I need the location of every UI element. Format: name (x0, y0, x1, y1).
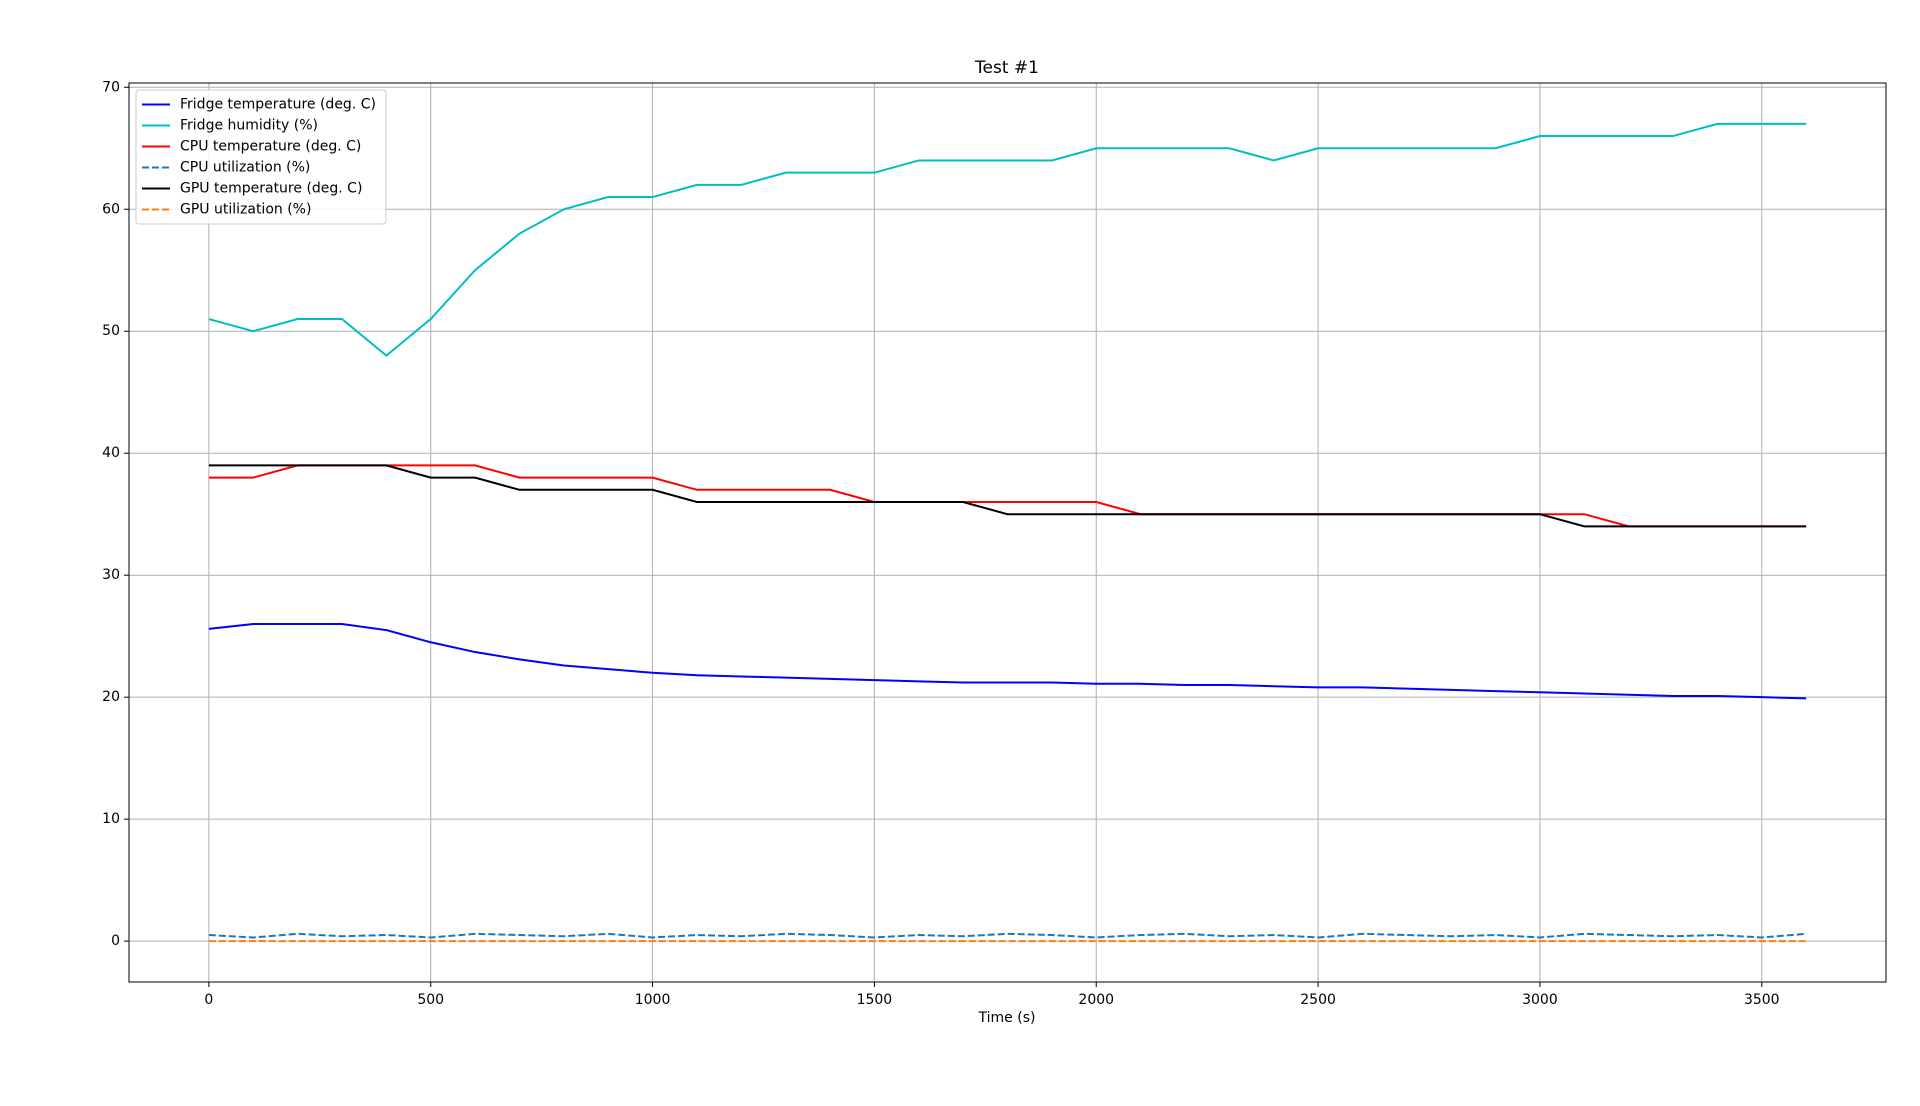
series-line (208, 122, 1807, 357)
legend: Fridge temperature (deg. C) Fridge humidi… (135, 89, 387, 225)
legend-label: Fridge temperature (deg. C) (180, 97, 376, 113)
y-tick-label: 30 (102, 567, 120, 583)
legend-label: GPU temperature (deg. C) (180, 181, 362, 197)
series-line (208, 464, 1807, 528)
series-line (208, 622, 1807, 700)
legend-label: GPU utilization (%) (180, 202, 311, 218)
x-tick-label: 3000 (1522, 992, 1558, 1008)
y-tick-label: 40 (102, 445, 120, 461)
y-tick-label: 20 (102, 689, 120, 705)
y-tick-label: 50 (102, 323, 120, 339)
x-tick-label: 2000 (1078, 992, 1114, 1008)
legend-box (135, 89, 387, 225)
plot-frame (128, 82, 1887, 983)
x-tick-label: 2500 (1300, 992, 1336, 1008)
y-tick-label: 70 (102, 79, 120, 95)
series-line (208, 464, 1807, 528)
x-tick-label: 500 (417, 992, 444, 1008)
series-line (208, 932, 1807, 939)
x-tick-label: 3500 (1744, 992, 1780, 1008)
x-tick-label: 0 (204, 992, 213, 1008)
x-tick-label: 1000 (635, 992, 671, 1008)
chart-title: Test #1 (974, 58, 1039, 78)
legend-label: CPU temperature (deg. C) (180, 139, 361, 155)
legend-label: CPU utilization (%) (180, 160, 310, 176)
y-tick-label: 10 (102, 811, 120, 827)
y-tick-label: 60 (102, 201, 120, 217)
x-tick-label: 1500 (857, 992, 893, 1008)
y-tick-label: 0 (111, 933, 120, 949)
legend-label: Fridge humidity (%) (180, 118, 318, 134)
x-axis-label: Time (s) (978, 1010, 1036, 1026)
